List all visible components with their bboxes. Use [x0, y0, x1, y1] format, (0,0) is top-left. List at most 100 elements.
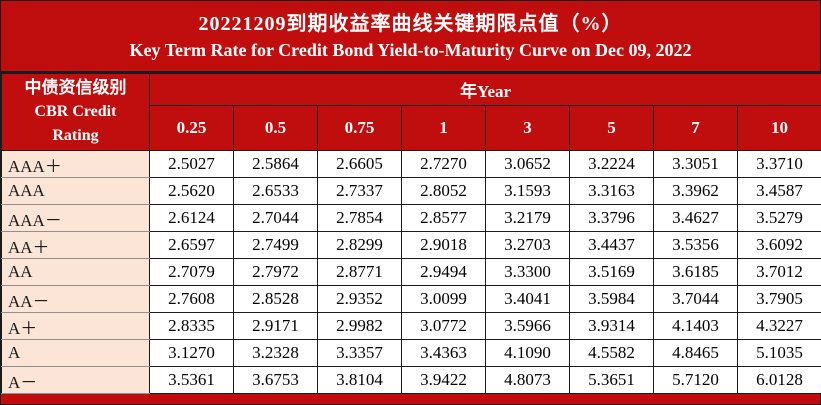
title-banner: 20221209到期收益率曲线关键期限点值（%） Key Term Rate f… [1, 1, 820, 73]
yield-value-cell: 5.7120 [653, 366, 738, 394]
rating-cell: AA＋ [1, 231, 150, 259]
yield-value-cell: 3.2179 [485, 204, 570, 232]
yield-value-cell: 2.9171 [233, 312, 318, 340]
yield-value-cell: 2.9018 [401, 231, 486, 259]
yield-value-cell: 3.6092 [736, 231, 821, 259]
yield-value-cell: 3.8104 [317, 366, 402, 394]
table-row: AA－ 2.7608 2.8528 2.9352 3.0099 3.4041 3.5984 3… [1, 285, 821, 313]
term-header-row: 0.25 0.5 0.75 1 3 5 7 10 [2, 104, 821, 152]
rating-header-en2: Rating [52, 127, 99, 144]
yield-table: 中债资信级别 CBR Credit Rating 年Year 0.25 0.5 0.… [1, 73, 821, 394]
rating-cell: AA－ [1, 285, 150, 313]
term-header-cell: 1 [401, 104, 486, 152]
term-header-cell: 7 [653, 104, 738, 152]
table-row: AAA－ 2.6124 2.7044 2.7854 2.8577 3.2179 3.3796… [1, 204, 821, 232]
yield-value-cell: 4.3227 [736, 312, 821, 340]
table-row: AA＋ 2.6597 2.7499 2.8299 2.9018 3.2703 3.4437 3… [1, 231, 821, 259]
yield-value-cell: 3.3163 [569, 177, 654, 205]
page-title-zh: 20221209到期收益率曲线关键期限点值（%） [198, 12, 623, 35]
page-title-en: Key Term Rate for Credit Bond Yield-to-M… [129, 39, 692, 60]
yield-value-cell: 2.7270 [401, 150, 486, 178]
yield-value-cell: 3.3300 [485, 258, 570, 286]
yield-value-cell: 2.7337 [317, 177, 402, 205]
yield-value-cell: 4.8465 [653, 339, 738, 367]
yield-value-cell: 2.7499 [233, 231, 318, 259]
yield-value-cell: 3.3962 [653, 177, 738, 205]
yield-value-cell: 3.5984 [569, 285, 654, 313]
yield-value-cell: 3.5279 [736, 204, 821, 232]
yield-value-cell: 2.6533 [233, 177, 318, 205]
yield-value-cell: 2.7079 [149, 258, 234, 286]
yield-value-cell: 4.1090 [485, 339, 570, 367]
yield-value-cell: 3.4363 [401, 339, 486, 367]
year-header: 年Year [148, 73, 821, 106]
yield-value-cell: 3.7012 [736, 258, 821, 286]
yield-value-cell: 4.1403 [653, 312, 738, 340]
rating-column-header: 中债资信级别 CBR Credit Rating [1, 73, 150, 151]
yield-value-cell: 2.5620 [149, 177, 234, 205]
yield-value-cell: 2.8335 [149, 312, 234, 340]
table-row: AA 2.7079 2.7972 2.8771 2.9494 3.3300 3.5169 3.… [1, 258, 821, 286]
yield-value-cell: 2.8577 [401, 204, 486, 232]
rating-cell: A [1, 339, 150, 367]
yield-value-cell: 6.0128 [736, 366, 821, 394]
rating-header-en1: CBR Credit [34, 103, 117, 120]
yield-value-cell: 3.5169 [569, 258, 654, 286]
table-row: AAA 2.5620 2.6533 2.7337 2.8052 3.1593 3.3163 3… [1, 177, 821, 205]
rating-cell: AAA－ [1, 204, 150, 232]
yield-value-cell: 3.0099 [401, 285, 486, 313]
table-row: A＋ 2.8335 2.9171 2.9982 3.0772 3.5966 3.9314 4.… [1, 312, 821, 340]
term-header-cell: 0.75 [317, 104, 402, 152]
yield-value-cell: 5.1035 [736, 339, 821, 367]
term-header-cell: 0.5 [233, 104, 318, 152]
yield-value-cell: 3.7905 [736, 285, 821, 313]
yield-value-cell: 3.3051 [653, 150, 738, 178]
yield-value-cell: 3.3357 [317, 339, 402, 367]
yield-value-cell: 2.5027 [149, 150, 234, 178]
yield-value-cell: 3.2224 [569, 150, 654, 178]
yield-value-cell: 2.8771 [317, 258, 402, 286]
yield-value-cell: 3.4437 [569, 231, 654, 259]
rating-header-zh: 中债资信级别 [24, 78, 127, 97]
rating-cell: A＋ [1, 312, 150, 340]
yield-value-cell: 2.7972 [233, 258, 318, 286]
rating-cell: AAA [1, 177, 150, 205]
rating-cell: A－ [1, 366, 150, 394]
yield-value-cell: 2.6124 [149, 204, 234, 232]
table-row: A－ 3.5361 3.6753 3.8104 3.9422 4.8073 5.3651 5.… [1, 366, 821, 394]
yield-value-cell: 3.6185 [653, 258, 738, 286]
yield-value-cell: 2.9494 [401, 258, 486, 286]
yield-value-cell: 2.6605 [317, 150, 402, 178]
yield-value-cell: 3.9422 [401, 366, 486, 394]
yield-value-cell: 2.8528 [233, 285, 318, 313]
yield-value-cell: 3.1270 [149, 339, 234, 367]
term-header-cell: 3 [485, 104, 570, 152]
yield-value-cell: 3.3796 [569, 204, 654, 232]
yield-value-cell: 3.4587 [736, 177, 821, 205]
term-header-cell: 10 [736, 104, 821, 152]
yield-value-cell: 2.9352 [317, 285, 402, 313]
yield-value-cell: 3.3710 [736, 150, 821, 178]
term-header-cell: 5 [569, 104, 654, 152]
table-row: A 3.1270 3.2328 3.3357 3.4363 4.1090 4.5582 4.8… [1, 339, 821, 367]
term-header-cell: 0.25 [149, 104, 234, 152]
yield-value-cell: 3.6753 [233, 366, 318, 394]
table-row: AAA＋ 2.5027 2.5864 2.6605 2.7270 3.0652 3.2224… [1, 150, 821, 178]
yield-value-cell: 2.7608 [149, 285, 234, 313]
yield-value-cell: 3.5361 [149, 366, 234, 394]
yield-value-cell: 3.2703 [485, 231, 570, 259]
yield-value-cell: 3.5356 [653, 231, 738, 259]
yield-value-cell: 2.8299 [317, 231, 402, 259]
yield-value-cell: 3.9314 [569, 312, 654, 340]
yield-value-cell: 4.5582 [569, 339, 654, 367]
rating-cell: AAA＋ [1, 150, 150, 178]
yield-value-cell: 5.3651 [569, 366, 654, 394]
yield-value-cell: 2.9982 [317, 312, 402, 340]
yield-value-cell: 3.0652 [485, 150, 570, 178]
yield-value-cell: 2.7044 [233, 204, 318, 232]
yield-value-cell: 3.7044 [653, 285, 738, 313]
yield-value-cell: 2.8052 [401, 177, 486, 205]
yield-value-cell: 3.4627 [653, 204, 738, 232]
yield-value-cell: 2.7854 [317, 204, 402, 232]
